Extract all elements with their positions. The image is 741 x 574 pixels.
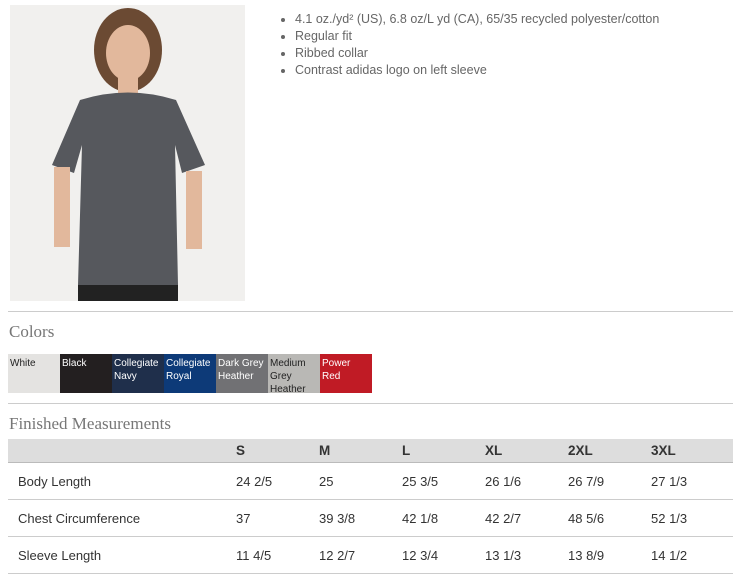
model-tshirt-image <box>52 8 205 301</box>
divider <box>8 311 733 312</box>
measurement-cell: 25 <box>318 462 401 500</box>
row-label: Body Length <box>8 462 235 500</box>
measurement-cell: 13 1/3 <box>484 536 567 574</box>
size-header: XL <box>484 439 567 463</box>
color-swatch[interactable]: Dark Grey Heather <box>216 354 268 393</box>
measurement-cell: 26 1/6 <box>484 462 567 500</box>
colors-heading: Colors <box>9 322 55 341</box>
measurement-cell: 12 2/7 <box>318 536 401 574</box>
size-header: S <box>235 439 318 463</box>
feature-item: Regular fit <box>295 28 659 45</box>
product-image <box>10 5 245 301</box>
size-header: 2XL <box>567 439 650 463</box>
feature-item: 4.1 oz./yd² (US), 6.8 oz/L yd (CA), 65/3… <box>295 11 659 28</box>
feature-item: Contrast adidas logo on left sleeve <box>295 62 659 79</box>
color-swatch[interactable]: Black <box>60 354 112 393</box>
color-swatch[interactable]: White <box>8 354 60 393</box>
color-swatch[interactable]: Power Red <box>320 354 372 393</box>
measurement-cell: 14 1/2 <box>650 536 733 574</box>
measurements-heading: Finished Measurements <box>9 414 171 433</box>
measurement-cell: 11 4/5 <box>235 536 318 574</box>
header-blank <box>8 439 235 463</box>
measurement-cell: 39 3/8 <box>318 499 401 537</box>
measurement-cell: 26 7/9 <box>567 462 650 500</box>
row-label: Chest Circumference <box>8 499 235 537</box>
measurement-cell: 25 3/5 <box>401 462 484 500</box>
size-header: 3XL <box>650 439 733 463</box>
size-header: M <box>318 439 401 463</box>
size-header: L <box>401 439 484 463</box>
measurement-cell: 12 3/4 <box>401 536 484 574</box>
measurement-cell: 27 1/3 <box>650 462 733 500</box>
feature-list: 4.1 oz./yd² (US), 6.8 oz/L yd (CA), 65/3… <box>278 11 659 79</box>
measurement-cell: 42 1/8 <box>401 499 484 537</box>
measurement-cell: 52 1/3 <box>650 499 733 537</box>
measurement-cell: 37 <box>235 499 318 537</box>
color-swatch[interactable]: Medium Grey Heather <box>268 354 320 395</box>
feature-item: Ribbed collar <box>295 45 659 62</box>
table-row: Chest Circumference 37 39 3/8 42 1/8 42 2/7 4… <box>8 499 733 537</box>
color-swatch[interactable]: Collegiate Royal <box>164 354 216 393</box>
table-row: Sleeve Length 11 4/5 12 2/7 12 3/4 13 1/3 13 … <box>8 536 733 574</box>
measurement-cell: 24 2/5 <box>235 462 318 500</box>
measurement-cell: 13 8/9 <box>567 536 650 574</box>
measurement-cell: 48 5/6 <box>567 499 650 537</box>
measurement-cell: 42 2/7 <box>484 499 567 537</box>
divider <box>8 403 733 404</box>
row-label: Sleeve Length <box>8 536 235 574</box>
table-header-row: S M L XL 2XL 3XL <box>8 439 733 463</box>
measurements-table: S M L XL 2XL 3XL Body Length 24 2/5 25 25 3… <box>8 439 733 574</box>
table-row: Body Length 24 2/5 25 25 3/5 26 1/6 26 7/9 27 … <box>8 462 733 500</box>
color-swatch[interactable]: Collegiate Navy <box>112 354 164 393</box>
